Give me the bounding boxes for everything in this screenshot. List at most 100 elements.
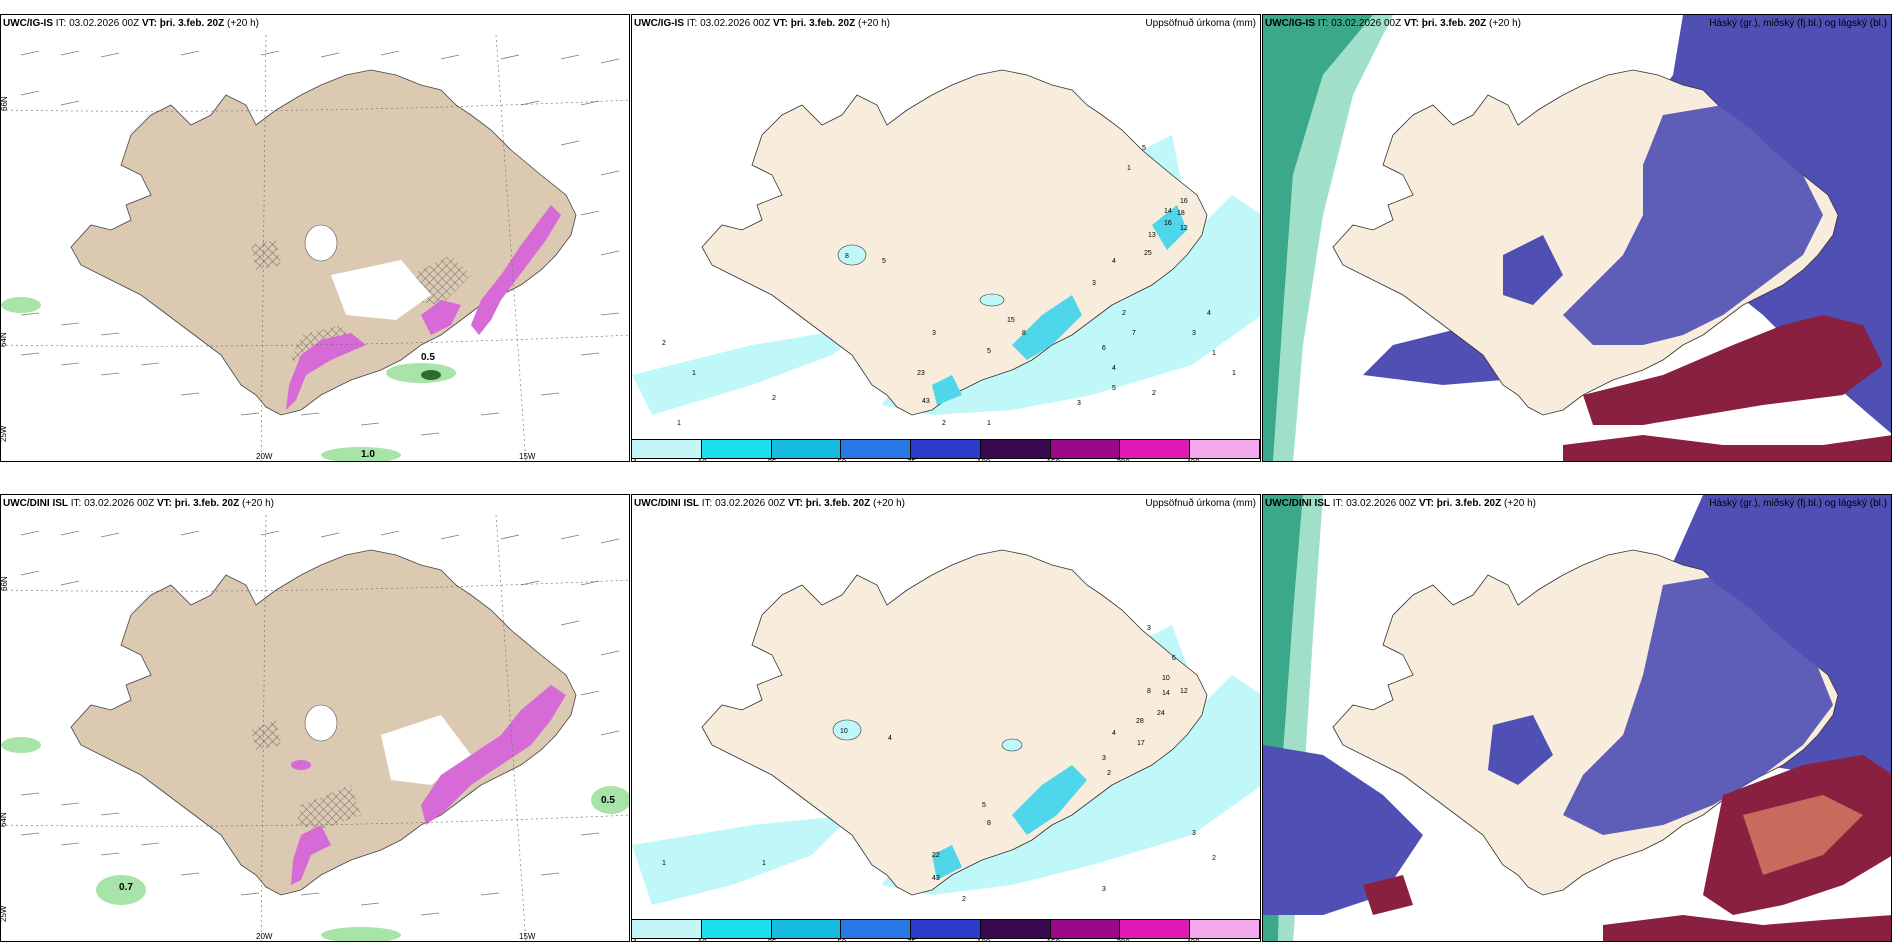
cloud-map: [1263, 495, 1891, 941]
legend-swatch: [1190, 920, 1260, 938]
legend-tick: 100: [977, 938, 990, 941]
svg-text:3: 3: [1077, 400, 1081, 407]
lon-label: 20W: [256, 452, 273, 461]
wind-barbs: [20, 50, 620, 436]
contour-value: 0.7: [119, 882, 133, 893]
svg-text:1: 1: [987, 420, 991, 427]
svg-text:2: 2: [662, 340, 666, 347]
svg-text:24: 24: [1157, 710, 1165, 717]
precip-map: 3 6 10 14 12 8 24 28 17 4 3 2 10 4 5 8 2…: [632, 549, 1260, 905]
svg-text:4: 4: [1207, 310, 1211, 317]
legend-swatch: [1050, 920, 1121, 938]
legend-swatch: [701, 440, 772, 458]
legend-swatch: [980, 440, 1051, 458]
legend-tick: 150: [1047, 938, 1060, 941]
svg-text:66N: 66N: [1, 96, 9, 111]
svg-text:3: 3: [1192, 330, 1196, 337]
svg-text:1: 1: [1232, 370, 1236, 377]
svg-text:2: 2: [942, 420, 946, 427]
precip-magenta-band: [471, 205, 561, 335]
legend-swatch: [841, 920, 912, 938]
legend-swatch: [980, 920, 1051, 938]
panel-header: UWC/IG-IS IT: 03.02.2026 00Z VT: þri. 3.…: [3, 18, 259, 29]
svg-text:25: 25: [1144, 250, 1152, 257]
svg-text:8: 8: [845, 253, 849, 260]
svg-text:1: 1: [762, 860, 766, 867]
svg-text:2: 2: [1212, 855, 1216, 862]
svg-text:3: 3: [1147, 625, 1151, 632]
svg-text:4: 4: [1112, 258, 1116, 265]
svg-text:28: 28: [1136, 718, 1144, 725]
svg-text:15: 15: [1007, 317, 1015, 324]
legend-tick: 25: [768, 458, 777, 461]
legend-tick: 75: [907, 938, 916, 941]
legend-tick: 50: [837, 458, 846, 461]
legend-tick: 10: [698, 938, 707, 941]
legend-tick: 10: [698, 458, 707, 461]
svg-text:10: 10: [840, 728, 848, 735]
panel-wind-bottom: UWC/DINI ISL IT: 03.02.2026 00Z VT: þri.…: [0, 494, 630, 942]
svg-text:5: 5: [1142, 145, 1146, 152]
svg-text:15W: 15W: [519, 932, 536, 941]
svg-text:12: 12: [1180, 688, 1188, 695]
legend-tick: 400: [1186, 938, 1199, 941]
svg-text:5: 5: [987, 348, 991, 355]
contour-value: 1.0: [361, 449, 375, 460]
svg-text:22: 22: [932, 852, 940, 859]
svg-text:1: 1: [692, 370, 696, 377]
svg-text:2: 2: [1107, 770, 1111, 777]
svg-text:7: 7: [1132, 330, 1136, 337]
iceland-landmass: [701, 549, 1208, 896]
contour-value: 0.5: [601, 795, 615, 806]
svg-text:20W: 20W: [256, 932, 273, 941]
svg-text:23: 23: [917, 370, 925, 377]
svg-text:64N: 64N: [1, 332, 8, 347]
svg-text:25W: 25W: [1, 905, 8, 922]
legend-swatch: [771, 920, 842, 938]
wind-barbs: [20, 530, 620, 916]
svg-text:8: 8: [1022, 330, 1026, 337]
panel-precip-top: UWC/IG-IS IT: 03.02.2026 00Z VT: þri. 3.…: [631, 14, 1261, 462]
svg-text:4: 4: [888, 735, 892, 742]
panel-clouds-top: UWC/IG-IS IT: 03.02.2026 00Z VT: þri. 3.…: [1262, 14, 1892, 462]
svg-text:3: 3: [1192, 830, 1196, 837]
legend-swatch: [911, 920, 981, 938]
precip-values: 3 6 10 14 12 8 24 28 17 4 3 2 10 4 5 8 2…: [662, 625, 1216, 903]
precip-values: 5 1 14 16 18 12 16 13 25 4 3 2 8 5 15 8 …: [662, 145, 1236, 427]
legend-swatch: [1050, 440, 1121, 458]
precip-legend: 1 10 25 50 75 100 150 200 400: [632, 439, 1260, 461]
svg-text:2: 2: [962, 896, 966, 903]
svg-text:5: 5: [1112, 385, 1116, 392]
legend-tick: 1: [633, 458, 637, 461]
iceland-landmass: [701, 69, 1208, 416]
svg-text:16: 16: [1164, 220, 1172, 227]
legend-swatch: [771, 440, 842, 458]
panel-precip-bottom: UWC/DINI ISL IT: 03.02.2026 00Z VT: þri.…: [631, 494, 1261, 942]
svg-text:3: 3: [1102, 755, 1106, 762]
svg-text:14: 14: [1162, 690, 1170, 697]
svg-text:4: 4: [1112, 730, 1116, 737]
legend-tick: 50: [837, 938, 846, 941]
svg-text:1: 1: [1127, 165, 1131, 172]
svg-text:17: 17: [1137, 740, 1145, 747]
panel-clouds-bottom: UWC/DINI ISL IT: 03.02.2026 00Z VT: þri.…: [1262, 494, 1892, 942]
svg-text:25W: 25W: [1, 425, 8, 442]
legend-tick: 200: [1116, 938, 1129, 941]
legend-tick: 100: [977, 458, 990, 461]
panel-header: UWC/DINI ISL IT: 03.02.2026 00Z VT: þri.…: [634, 498, 905, 509]
legend-tick: 200: [1116, 458, 1129, 461]
legend-swatch: [1190, 440, 1260, 458]
svg-text:64N: 64N: [1, 812, 8, 827]
cloud-high-red: [1583, 315, 1883, 425]
legend-swatch: [1120, 920, 1191, 938]
wind-map: 66N 64N 25W 20W 15W 0.5 1.0: [1, 34, 629, 461]
wind-map: 66N 64N 25W 20W 15W 0.5 0.7: [1, 514, 629, 941]
legend-swatch: [841, 440, 912, 458]
legend-swatch: [1120, 440, 1191, 458]
svg-text:66N: 66N: [1, 576, 9, 591]
svg-text:43: 43: [932, 875, 940, 882]
legend-tick: 150: [1047, 458, 1060, 461]
panel-header: UWC/DINI ISL IT: 03.02.2026 00Z VT: þri.…: [3, 498, 274, 509]
panel-header: UWC/DINI ISL IT: 03.02.2026 00Z VT: þri.…: [1265, 498, 1536, 509]
svg-text:43: 43: [922, 398, 930, 405]
